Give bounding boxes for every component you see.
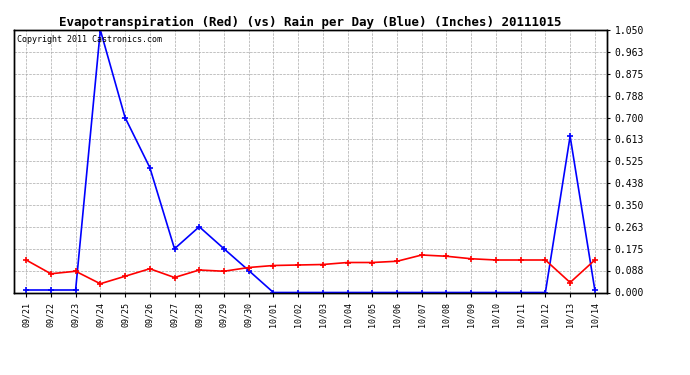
Text: Copyright 2011 Castronics.com: Copyright 2011 Castronics.com <box>17 35 161 44</box>
Title: Evapotranspiration (Red) (vs) Rain per Day (Blue) (Inches) 20111015: Evapotranspiration (Red) (vs) Rain per D… <box>59 16 562 29</box>
